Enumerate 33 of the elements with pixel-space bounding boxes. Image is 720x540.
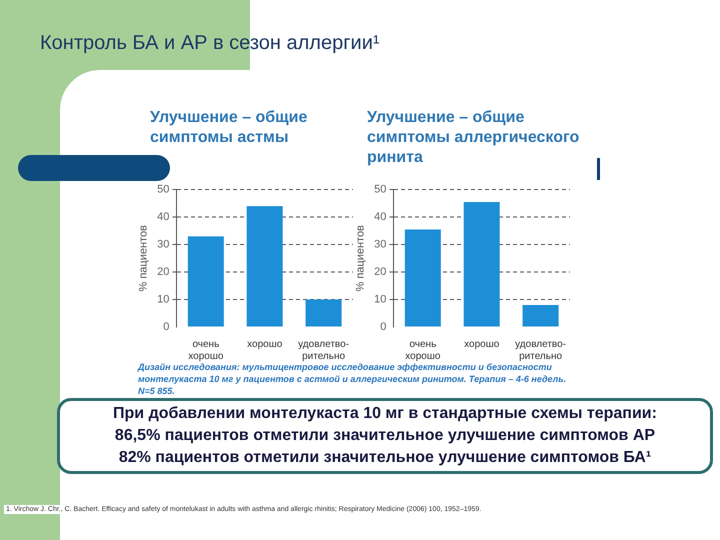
text: Контроль БА и АР в сезон аллергии¹ [40, 32, 380, 55]
chart-title: Улучшение – общие симптомы астмы [149, 108, 308, 148]
y-tick-label: 50 [374, 184, 386, 196]
y-tick-label: 40 [374, 211, 386, 224]
x-tick-label: удовлетво-рительно [298, 338, 350, 362]
y-axis-title: % пациентов [138, 224, 150, 292]
x-tick-label: хорошо [247, 338, 283, 350]
bar [246, 206, 283, 326]
y-tick-label: 30 [374, 238, 386, 251]
y-axis-title: % пациентов [354, 224, 367, 292]
x-tick-label: очень хорошо [188, 338, 224, 362]
text: 82% пациентов отметили значительное улучшение симптомов БА¹ [118, 448, 652, 468]
y-tick-label: 30 [157, 238, 170, 251]
bar [188, 236, 224, 326]
y-tick-label: 10 [374, 294, 386, 306]
y-tick-label: 20 [374, 266, 386, 278]
y-tick-label: 20 [157, 266, 170, 278]
x-tick-label: очень хорошо [405, 338, 441, 362]
y-tick-label: 40 [157, 211, 170, 224]
text: Дизайн исследования: мультицентровое исследование эффективности и безопасности монтелукаста 10 мг у пациентов с астмой и аллергическим ринитом. Терапия – 4-6 недель. N=5 855. [138, 362, 568, 397]
x-tick-label: удовлетво-рительно [515, 338, 566, 362]
text: 86,5% пациентов отметили значительное улучшение симптомов АР [114, 426, 656, 446]
y-tick-label: 0 [380, 321, 386, 334]
x-tick-label: хорошо [464, 338, 500, 350]
y-tick-label: 0 [163, 321, 170, 334]
bar [306, 300, 342, 326]
y-tick-label: 50 [157, 184, 170, 196]
y-tick-label: 10 [157, 294, 170, 306]
bar [522, 305, 559, 326]
bar [404, 229, 441, 326]
chart-title: Улучшение – общие симптомы аллергического ринита [366, 108, 580, 168]
text: При добавлении монтелукаста 10 мг в стандартные схемы терапии: [112, 404, 658, 424]
bar [464, 202, 500, 326]
